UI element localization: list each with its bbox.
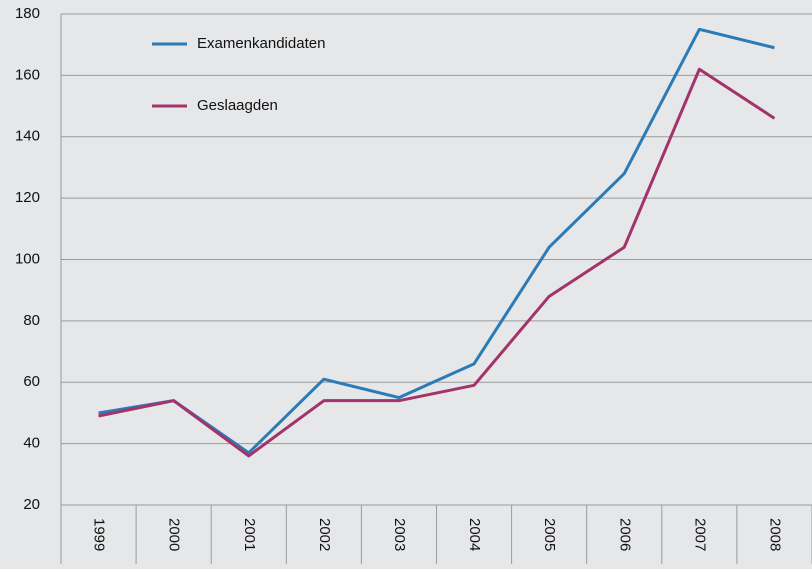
y-tick-label: 60 xyxy=(23,373,40,390)
x-tick-label: 2006 xyxy=(616,518,633,551)
y-tick-label: 140 xyxy=(15,128,40,145)
y-tick-label: 120 xyxy=(15,189,40,206)
x-tick-label: 2002 xyxy=(316,518,333,551)
y-tick-label: 20 xyxy=(23,496,40,513)
x-tick-label: 2001 xyxy=(241,518,258,551)
y-tick-label: 180 xyxy=(15,5,40,22)
y-tick-label: 100 xyxy=(15,250,40,267)
x-tick-label: 2005 xyxy=(541,518,558,551)
y-tick-label: 160 xyxy=(15,66,40,83)
legend-label: Geslaagden xyxy=(197,97,278,114)
x-tick-label: 2004 xyxy=(466,518,483,551)
y-tick-label: 80 xyxy=(23,312,40,329)
x-tick-label: 1999 xyxy=(91,518,108,551)
legend-label: Examenkandidaten xyxy=(197,35,325,52)
series-line xyxy=(98,27,775,455)
x-tick-label: 2003 xyxy=(391,518,408,551)
x-tick-label: 2008 xyxy=(766,518,783,551)
series-line xyxy=(98,67,776,458)
y-tick-label: 40 xyxy=(23,435,40,452)
x-tick-label: 2000 xyxy=(166,518,183,551)
x-tick-label: 2007 xyxy=(691,518,708,551)
